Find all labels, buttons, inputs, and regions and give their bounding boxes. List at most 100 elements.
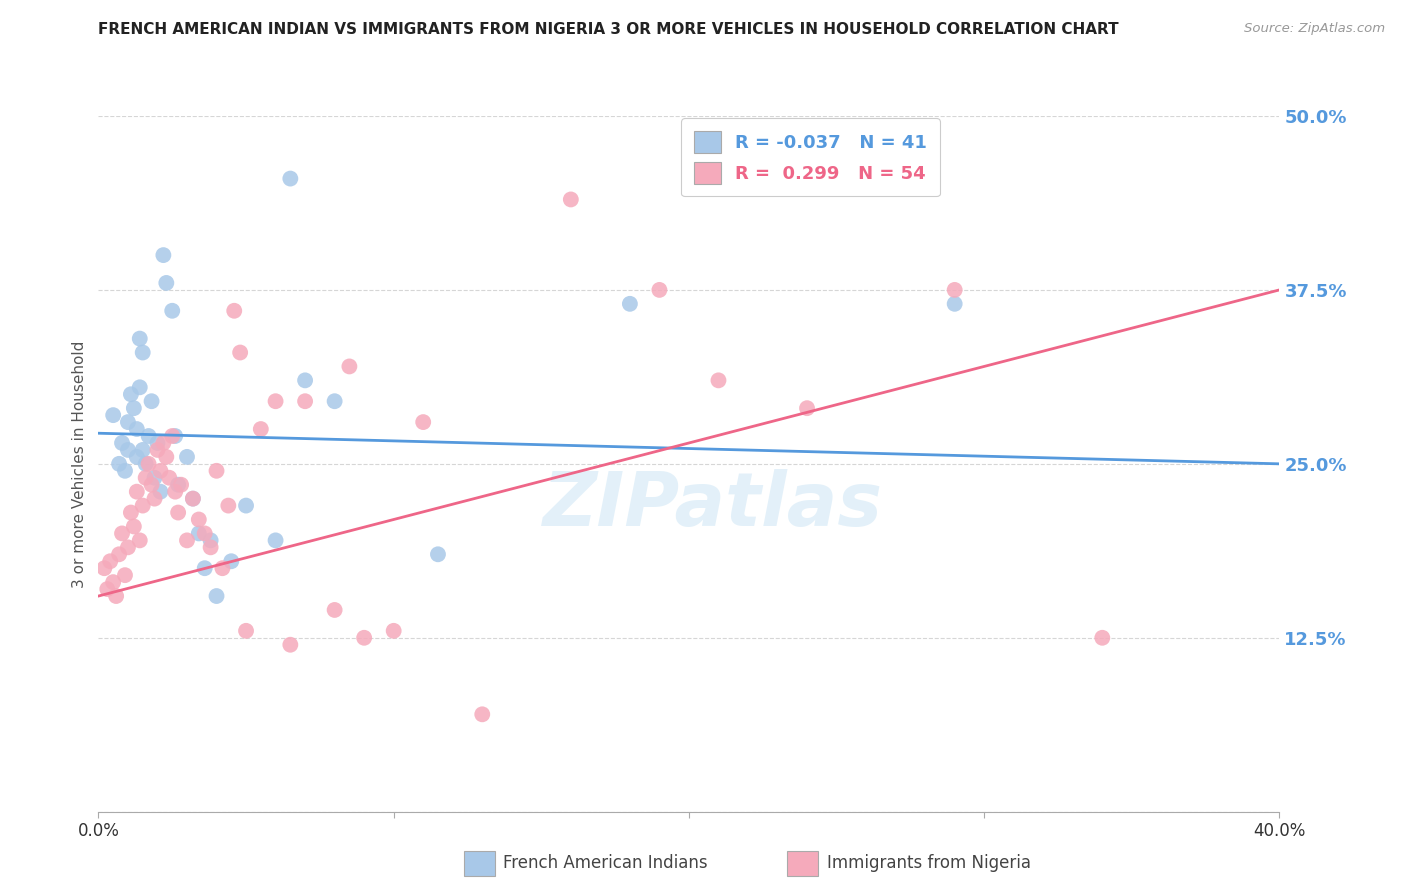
Point [181, 491, 204, 506]
Point [1091, 631, 1114, 645]
Point [217, 499, 239, 513]
Point [264, 394, 287, 409]
Point [108, 547, 131, 561]
Point [152, 436, 174, 450]
Point [707, 373, 730, 387]
Point [176, 533, 198, 548]
Point [943, 283, 966, 297]
Point [125, 422, 148, 436]
Point [382, 624, 405, 638]
Point [128, 533, 150, 548]
Point [111, 436, 134, 450]
Point [114, 568, 136, 582]
Point [162, 303, 183, 318]
Point [471, 707, 494, 722]
Point [143, 471, 166, 485]
Text: FRENCH AMERICAN INDIAN VS IMMIGRANTS FROM NIGERIA 3 OR MORE VEHICLES IN HOUSEHOL: FRENCH AMERICAN INDIAN VS IMMIGRANTS FRO… [98, 22, 1119, 37]
Point [205, 464, 228, 478]
Point [211, 561, 233, 575]
Point [93, 561, 115, 575]
Point [155, 450, 177, 464]
Point [235, 624, 257, 638]
Y-axis label: 3 or more Vehicles in Household: 3 or more Vehicles in Household [72, 340, 87, 588]
Point [187, 512, 209, 526]
Point [138, 457, 160, 471]
Point [170, 477, 193, 491]
Point [157, 471, 180, 485]
Point [219, 554, 242, 568]
Point [337, 359, 360, 374]
Point [250, 422, 273, 436]
Point [224, 303, 246, 318]
Point [412, 415, 434, 429]
Point [165, 484, 187, 499]
Point [122, 519, 145, 533]
Point [125, 484, 148, 499]
Text: Immigrants from Nigeria: Immigrants from Nigeria [827, 855, 1031, 872]
Point [176, 450, 198, 464]
Point [141, 394, 163, 409]
Text: Source: ZipAtlas.com: Source: ZipAtlas.com [1244, 22, 1385, 36]
Point [141, 477, 163, 491]
Text: ZIPatlas: ZIPatlas [543, 469, 883, 542]
Point [108, 457, 131, 471]
Point [117, 415, 139, 429]
Point [96, 582, 118, 596]
Point [120, 387, 142, 401]
Point [943, 297, 966, 311]
Point [135, 457, 157, 471]
Point [103, 575, 125, 590]
Point [117, 442, 139, 457]
Point [353, 631, 375, 645]
Point [103, 408, 125, 422]
Point [323, 394, 346, 409]
Point [117, 541, 139, 555]
Point [229, 345, 252, 359]
Point [235, 499, 257, 513]
Point [167, 506, 190, 520]
Point [135, 471, 157, 485]
Legend: R = -0.037   N = 41, R =  0.299   N = 54: R = -0.037 N = 41, R = 0.299 N = 54 [681, 118, 939, 196]
Text: French American Indians: French American Indians [503, 855, 709, 872]
Point [162, 429, 183, 443]
Point [181, 491, 204, 506]
Point [796, 401, 818, 416]
Point [138, 429, 160, 443]
Point [194, 561, 217, 575]
Point [149, 484, 172, 499]
Point [187, 526, 209, 541]
Point [146, 436, 169, 450]
Point [278, 638, 302, 652]
Point [560, 193, 582, 207]
Point [152, 248, 174, 262]
Point [98, 554, 121, 568]
Point [128, 332, 150, 346]
Point [427, 547, 450, 561]
Point [143, 491, 166, 506]
Point [264, 533, 287, 548]
Point [194, 526, 217, 541]
Point [278, 171, 302, 186]
Point [120, 506, 142, 520]
Point [165, 429, 187, 443]
Point [323, 603, 346, 617]
Point [111, 526, 134, 541]
Point [105, 589, 128, 603]
Point [294, 394, 316, 409]
Point [132, 345, 155, 359]
Point [114, 464, 136, 478]
Point [619, 297, 641, 311]
Point [155, 276, 177, 290]
Point [122, 401, 145, 416]
Point [648, 283, 671, 297]
Point [132, 499, 155, 513]
Point [200, 541, 222, 555]
Point [294, 373, 316, 387]
Point [132, 442, 155, 457]
Point [128, 380, 150, 394]
Point [200, 533, 222, 548]
Point [167, 477, 190, 491]
Point [149, 464, 172, 478]
Point [125, 450, 148, 464]
Point [146, 442, 169, 457]
